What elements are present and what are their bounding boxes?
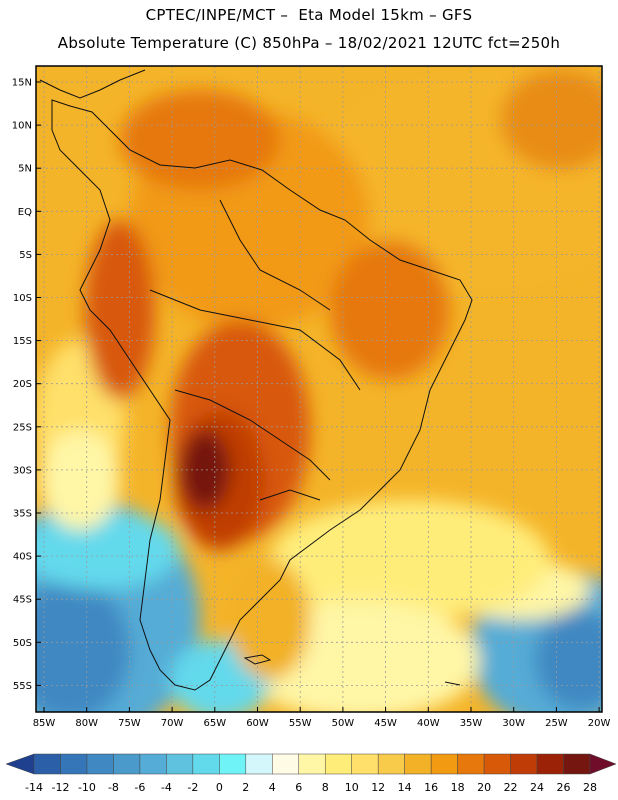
colorbar-swatch [430, 753, 458, 775]
colorbar-label: 28 [583, 781, 597, 794]
lat-label: 55S [13, 681, 32, 692]
title-line-1: CPTEC/INPE/MCT – Eta Model 15km – GFS [145, 6, 473, 24]
lat-label: 25S [13, 422, 32, 433]
colorbar-labels: -14 -12 -10 -8 -6 -4 -2 0 2 4 6 8 10 12 14 16 18 20 22 24 26… [25, 781, 597, 794]
colorbar-swatch [298, 753, 326, 775]
lon-label: 40W [417, 718, 440, 729]
colorbar-label: 4 [269, 781, 276, 794]
lat-label: 15S [13, 336, 32, 347]
colorbar-swatches [5, 753, 617, 775]
lon-label: 65W [203, 718, 226, 729]
colorbar-swatch [139, 753, 167, 775]
country-border-3 [219, 199, 331, 311]
lon-label: 60W [246, 718, 269, 729]
title-line-2: Absolute Temperature (C) 850hPa – 18/02/… [57, 34, 561, 52]
colorbar-swatch [483, 753, 511, 775]
lat-label: 35S [13, 509, 32, 520]
colorbar-swatch [457, 753, 485, 775]
colorbar-swatch [33, 753, 61, 775]
lat-label: 5N [18, 164, 32, 175]
colorbar-swatch [192, 753, 220, 775]
colorbar-swatch [563, 753, 591, 775]
lon-label: 85W [33, 718, 56, 729]
colorbar-label: 20 [477, 781, 491, 794]
colorbar-label: 24 [530, 781, 544, 794]
colorbar-label: -12 [51, 781, 69, 794]
latitude-labels: 15N 10N 5N EQ 5S 10S 15S 20S 25S 30S 35S 40S 45S 50S 5… [12, 78, 41, 692]
lat-lon-grid [36, 66, 602, 712]
country-border-1 [149, 289, 361, 391]
colorbar-label: 26 [557, 781, 571, 794]
colorbar-swatch [60, 753, 88, 775]
colorbar-label: 16 [424, 781, 438, 794]
south-georgia [444, 681, 461, 686]
lon-label: 35W [460, 718, 483, 729]
lat-label: EQ [18, 207, 32, 218]
colorbar-label: -14 [25, 781, 43, 794]
south-america-coastline [51, 99, 473, 691]
lon-label: 20W [588, 718, 611, 729]
country-border-4 [259, 489, 321, 501]
colorbar-swatch [113, 753, 141, 775]
lon-label: 45W [374, 718, 397, 729]
colorbar-label: 8 [322, 781, 329, 794]
colorbar-swatch [351, 753, 379, 775]
colorbar-swatch [404, 753, 432, 775]
colorbar-swatch [324, 753, 352, 775]
colorbar-swatch [510, 753, 538, 775]
lon-label: 30W [502, 718, 525, 729]
colorbar-swatch [245, 753, 273, 775]
temperature-map: 15N 10N 5N EQ 5S 10S 15S 20S 25S 30S 35S 40S 45S 50S 5… [12, 65, 611, 729]
colorbar-label: -2 [187, 781, 198, 794]
colorbar-swatch [219, 753, 247, 775]
lat-label: 15N [12, 78, 32, 89]
lon-label: 70W [161, 718, 184, 729]
colorbar-label: -10 [78, 781, 96, 794]
lon-label: 55W [289, 718, 312, 729]
colorbar-label: 12 [371, 781, 385, 794]
lat-label: 20S [13, 379, 32, 390]
lat-label: 40S [13, 552, 32, 563]
colorbar-swatch [536, 753, 564, 775]
lon-label: 50W [332, 718, 355, 729]
lon-label: 80W [75, 718, 98, 729]
colorbar-label: 14 [398, 781, 412, 794]
longitude-labels: 85W 80W 75W 70W 65W 60W 55W 50W 45W 40W 35W 30W 25W 2… [33, 707, 611, 729]
colorbar-swatch [86, 753, 114, 775]
falklands [243, 654, 272, 665]
lon-label: 25W [545, 718, 568, 729]
colorbar-label: 18 [451, 781, 465, 794]
colorbar-label: 6 [295, 781, 302, 794]
colorbar-label: 22 [504, 781, 518, 794]
lat-label: 10N [12, 121, 32, 132]
country-border-2 [174, 389, 331, 481]
lat-label: 5S [19, 250, 32, 261]
colorbar-label: -8 [108, 781, 119, 794]
coastlines [39, 69, 473, 691]
central-america-coast [39, 69, 146, 99]
colorbar-arrow-low [5, 753, 35, 775]
colorbar-arrow-high [589, 753, 617, 775]
lon-label: 75W [118, 718, 141, 729]
colorbar-label: -4 [161, 781, 172, 794]
lat-label: 10S [13, 293, 32, 304]
colorbar: -14 -12 -10 -8 -6 -4 -2 0 2 4 6 8 10 12 14 16 18 20 22 24 26… [5, 753, 617, 794]
colorbar-swatch [166, 753, 194, 775]
colorbar-label: -6 [134, 781, 145, 794]
lat-label: 30S [13, 465, 32, 476]
temperature-field [36, 66, 602, 712]
map-frame [35, 65, 603, 713]
colorbar-label: 0 [216, 781, 223, 794]
lat-label: 45S [13, 595, 32, 606]
lat-label: 50S [13, 638, 32, 649]
colorbar-swatch [377, 753, 405, 775]
colorbar-label: 2 [242, 781, 249, 794]
colorbar-label: 10 [345, 781, 359, 794]
colorbar-swatch [272, 753, 300, 775]
